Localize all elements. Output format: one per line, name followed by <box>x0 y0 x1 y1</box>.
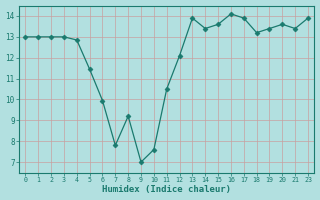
X-axis label: Humidex (Indice chaleur): Humidex (Indice chaleur) <box>102 185 231 194</box>
